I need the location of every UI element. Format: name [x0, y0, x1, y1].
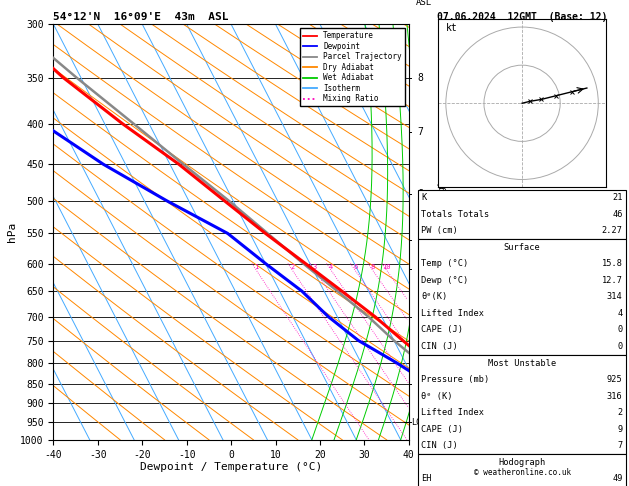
Text: Pressure (mb): Pressure (mb) — [421, 375, 490, 384]
Text: 8: 8 — [370, 264, 375, 270]
Text: ≡: ≡ — [454, 195, 459, 206]
Text: ≡: ≡ — [454, 417, 459, 427]
Text: ≡: ≡ — [454, 312, 459, 322]
Text: 2: 2 — [618, 408, 623, 417]
Text: Mixing Ratio (g/kg): Mixing Ratio (g/kg) — [438, 181, 447, 283]
Text: 10: 10 — [382, 264, 391, 270]
Text: θᵉ (K): θᵉ (K) — [421, 392, 453, 400]
Y-axis label: hPa: hPa — [8, 222, 18, 242]
Text: 6: 6 — [353, 264, 357, 270]
Text: CIN (J): CIN (J) — [421, 342, 458, 351]
Text: 314: 314 — [607, 293, 623, 301]
Text: 12.7: 12.7 — [602, 276, 623, 285]
Text: 0: 0 — [618, 326, 623, 334]
Text: ≡: ≡ — [454, 358, 459, 368]
Text: 3: 3 — [417, 312, 423, 322]
Text: 1: 1 — [417, 417, 423, 427]
Text: Hodograph: Hodograph — [498, 458, 546, 467]
Text: Totals Totals: Totals Totals — [421, 210, 490, 219]
Text: 54°12'N  16°09'E  43m  ASL: 54°12'N 16°09'E 43m ASL — [53, 12, 229, 22]
Text: 9: 9 — [618, 425, 623, 434]
Text: 21: 21 — [612, 193, 623, 202]
Text: CAPE (J): CAPE (J) — [421, 425, 464, 434]
Legend: Temperature, Dewpoint, Parcel Trajectory, Dry Adiabat, Wet Adiabat, Isotherm, Mi: Temperature, Dewpoint, Parcel Trajectory… — [301, 28, 405, 106]
Text: 7: 7 — [618, 441, 623, 450]
Text: 2.27: 2.27 — [602, 226, 623, 235]
Text: ≡: ≡ — [454, 119, 459, 129]
Text: 925: 925 — [607, 375, 623, 384]
Text: 2: 2 — [291, 264, 294, 270]
Text: EH: EH — [421, 474, 432, 483]
Text: 0: 0 — [618, 342, 623, 351]
Text: Surface: Surface — [504, 243, 540, 252]
Text: CIN (J): CIN (J) — [421, 441, 458, 450]
Text: Dewp (°C): Dewp (°C) — [421, 276, 469, 285]
Text: ≡: ≡ — [454, 259, 459, 269]
Text: 1: 1 — [254, 264, 259, 270]
Text: 316: 316 — [607, 392, 623, 400]
Text: LCL: LCL — [411, 417, 426, 427]
Text: 3: 3 — [313, 264, 317, 270]
Text: ≡: ≡ — [454, 19, 459, 29]
Text: Lifted Index: Lifted Index — [421, 408, 484, 417]
Text: 49: 49 — [612, 474, 623, 483]
Text: 46: 46 — [612, 210, 623, 219]
Text: 15.8: 15.8 — [602, 260, 623, 268]
Text: 07.06.2024  12GMT  (Base: 12): 07.06.2024 12GMT (Base: 12) — [437, 12, 607, 22]
Text: 4: 4 — [417, 264, 423, 274]
Text: km
ASL: km ASL — [416, 0, 433, 7]
Text: K: K — [421, 193, 426, 202]
Text: 5: 5 — [417, 235, 423, 245]
Text: 2: 2 — [417, 379, 423, 389]
Text: 4: 4 — [329, 264, 333, 270]
X-axis label: Dewpoint / Temperature (°C): Dewpoint / Temperature (°C) — [140, 462, 322, 472]
Text: ≡: ≡ — [454, 399, 459, 408]
Text: CAPE (J): CAPE (J) — [421, 326, 464, 334]
Text: kt: kt — [446, 23, 458, 33]
Text: 7: 7 — [417, 127, 423, 137]
Text: © weatheronline.co.uk: © weatheronline.co.uk — [474, 468, 571, 477]
Text: 6: 6 — [417, 189, 423, 199]
Text: Lifted Index: Lifted Index — [421, 309, 484, 318]
Text: PW (cm): PW (cm) — [421, 226, 458, 235]
Text: θᵉ(K): θᵉ(K) — [421, 293, 448, 301]
Text: 8: 8 — [417, 72, 423, 83]
Text: Most Unstable: Most Unstable — [488, 359, 556, 367]
Text: Temp (°C): Temp (°C) — [421, 260, 469, 268]
Text: 4: 4 — [618, 309, 623, 318]
